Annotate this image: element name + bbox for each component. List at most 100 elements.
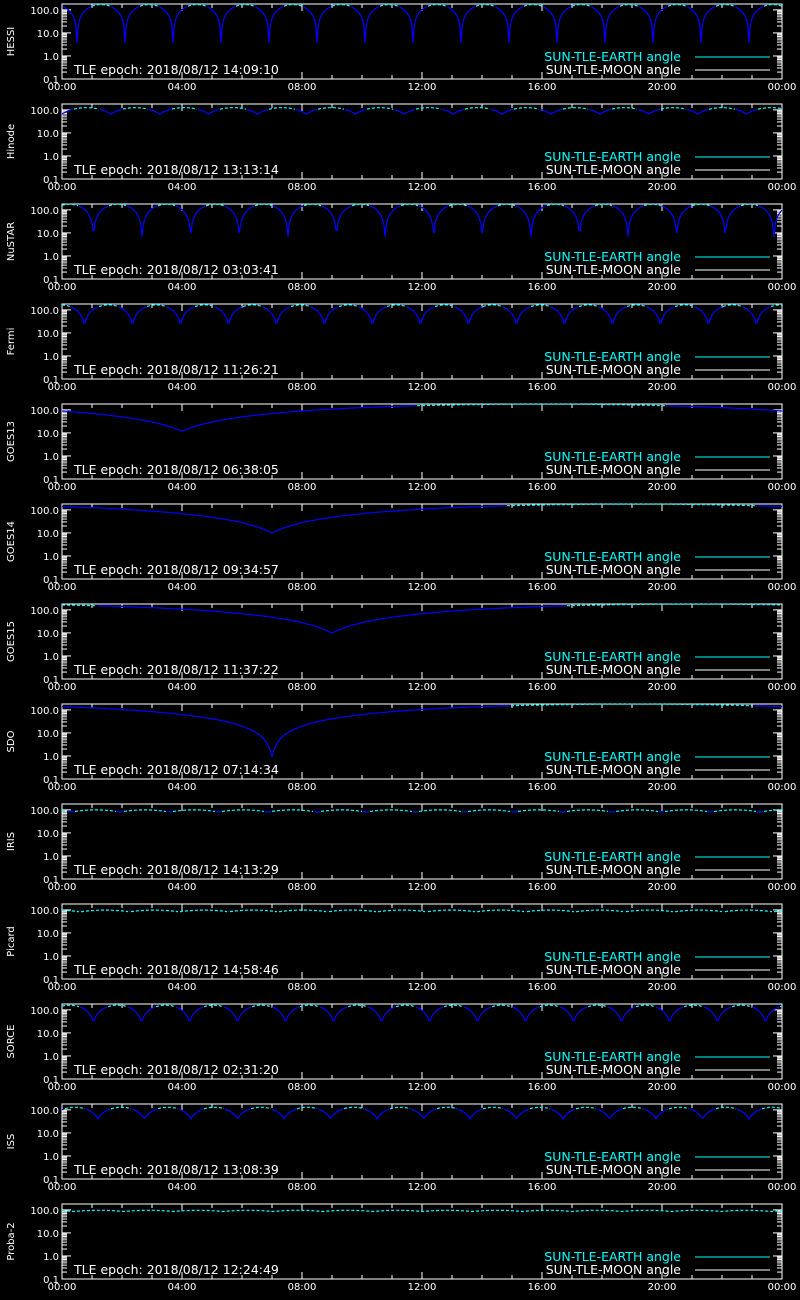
tle-epoch-label: TLE epoch: 2018/08/12 11:26:21	[73, 362, 279, 377]
x-tick-label: 08:00	[288, 1082, 317, 1093]
x-tick-label: 00:00	[48, 1282, 77, 1293]
satellite-label: NuSTAR	[6, 222, 17, 261]
earth-angle-series-high	[64, 1106, 783, 1110]
satellite-label: IRIS	[6, 832, 17, 851]
x-tick-label: 08:00	[288, 1282, 317, 1293]
x-tick-label: 16:00	[528, 982, 557, 993]
y-tick-label: 100.0	[30, 106, 59, 117]
legend-moon-label: SUN-TLE-MOON angle	[546, 162, 682, 177]
earth-angle-series-high	[73, 106, 783, 110]
panel-proba-2: 0.1 1.0 10.0 100.0 00:00 04:00 08:00 12:00 16:00…	[6, 1203, 797, 1293]
x-tick-label: 08:00	[288, 82, 317, 93]
y-tick-label: 1.0	[43, 952, 59, 963]
x-tick-label: 12:00	[408, 482, 437, 493]
x-tick-label: 08:00	[288, 382, 317, 393]
x-tick-label: 04:00	[168, 282, 197, 293]
panel-goes13: 0.1 1.0 10.0 100.0 00:00 04:00 08:00 12:00 16:00…	[6, 403, 797, 493]
legend-earth-label: SUN-TLE-EARTH angle	[544, 649, 681, 664]
x-tick-label: 20:00	[648, 1082, 677, 1093]
legend-earth-label: SUN-TLE-EARTH angle	[544, 249, 681, 264]
x-tick-label: 12:00	[408, 82, 437, 93]
y-tick-label: 0.1	[43, 275, 59, 286]
x-tick-label: 04:00	[168, 882, 197, 893]
y-tick-label: 10.0	[37, 329, 59, 340]
y-tick-label: 1.0	[43, 1152, 59, 1163]
y-tick-label: 10.0	[37, 529, 59, 540]
legend-earth-label: SUN-TLE-EARTH angle	[544, 849, 681, 864]
y-tick-label: 0.1	[43, 775, 59, 786]
legend-earth-label: SUN-TLE-EARTH angle	[544, 1249, 681, 1264]
x-tick-label: 20:00	[648, 882, 677, 893]
y-tick-label: 10.0	[37, 829, 59, 840]
y-tick-label: 0.1	[43, 1075, 59, 1086]
x-tick-label: 08:00	[288, 682, 317, 693]
legend-moon-label: SUN-TLE-MOON angle	[546, 562, 682, 577]
tle-epoch-label: TLE epoch: 2018/08/12 13:08:39	[73, 1162, 279, 1177]
y-tick-label: 10.0	[37, 129, 59, 140]
panel-iris: 0.1 1.0 10.0 100.0 00:00 04:00 08:00 12:00 16:00…	[6, 803, 797, 893]
x-tick-label: 00:00	[48, 482, 77, 493]
panel-hinode: 0.1 1.0 10.0 100.0 00:00 04:00 08:00 12:00 16:00…	[6, 103, 796, 193]
x-tick-label: 16:00	[528, 1282, 557, 1293]
satellite-label: Proba-2	[6, 1222, 17, 1260]
y-tick-label: 1.0	[43, 52, 59, 63]
tle-epoch-label: TLE epoch: 2018/08/12 14:58:46	[73, 962, 279, 977]
x-tick-label: 00:00	[768, 82, 797, 93]
y-tick-label: 0.1	[43, 375, 59, 386]
tle-epoch-label: TLE epoch: 2018/08/12 11:37:22	[73, 662, 279, 677]
satellite-label: GOES15	[6, 621, 17, 662]
earth-angle-series-high	[61, 603, 782, 607]
earth-angle-series-low	[61, 108, 758, 115]
y-tick-label: 100.0	[30, 1006, 59, 1017]
legend-moon-label: SUN-TLE-MOON angle	[546, 862, 682, 877]
earth-angle-series-high	[61, 203, 759, 207]
earth-angle-series-high	[91, 3, 783, 7]
x-tick-label: 00:00	[768, 1282, 797, 1293]
earth-angle-series-high	[61, 1209, 782, 1213]
satellite-label: Fermi	[6, 328, 17, 356]
x-tick-label: 00:00	[768, 482, 797, 493]
x-tick-label: 12:00	[408, 1182, 437, 1193]
x-tick-label: 20:00	[648, 82, 677, 93]
y-tick-label: 0.1	[43, 875, 59, 886]
x-tick-label: 08:00	[288, 482, 317, 493]
x-tick-label: 20:00	[648, 182, 677, 193]
y-tick-label: 1.0	[43, 152, 59, 163]
x-tick-label: 00:00	[48, 182, 77, 193]
x-tick-label: 00:00	[48, 582, 77, 593]
earth-angle-series-low	[62, 505, 782, 534]
legend-moon-label: SUN-TLE-MOON angle	[546, 1062, 682, 1077]
legend-earth-label: SUN-TLE-EARTH angle	[544, 749, 681, 764]
x-tick-label: 04:00	[168, 482, 197, 493]
tle-epoch-label: TLE epoch: 2018/08/12 07:14:34	[73, 762, 279, 777]
x-tick-label: 04:00	[168, 582, 197, 593]
earth-angle-series-low	[62, 6, 764, 44]
x-tick-label: 12:00	[408, 882, 437, 893]
legend-moon-label: SUN-TLE-MOON angle	[546, 762, 682, 777]
x-tick-label: 00:00	[48, 382, 77, 393]
x-tick-label: 00:00	[768, 882, 797, 893]
earth-angle-series-low	[61, 705, 782, 758]
x-tick-label: 08:00	[288, 582, 317, 593]
x-tick-label: 04:00	[168, 982, 197, 993]
panel-picard: 0.1 1.0 10.0 100.0 00:00 04:00 08:00 12:00 16:00…	[6, 903, 796, 993]
satellite-label: ISS	[6, 1134, 17, 1150]
y-tick-label: 10.0	[37, 29, 59, 40]
x-tick-label: 00:00	[768, 682, 797, 693]
earth-angle-series-low	[78, 205, 783, 237]
y-tick-label: 0.1	[43, 1275, 59, 1286]
earth-angle-series-low	[61, 405, 783, 432]
y-tick-label: 100.0	[30, 206, 59, 217]
panel-sdo: 0.1 1.0 10.0 100.0 00:00 04:00 08:00 12:00 16:00…	[6, 703, 796, 793]
earth-angle-series-high	[61, 809, 782, 813]
y-tick-label: 0.1	[43, 975, 59, 986]
legend-moon-label: SUN-TLE-MOON angle	[546, 962, 682, 977]
y-tick-label: 10.0	[37, 729, 59, 740]
x-tick-label: 00:00	[768, 1182, 797, 1193]
x-tick-label: 04:00	[168, 782, 197, 793]
x-tick-label: 00:00	[48, 82, 77, 93]
x-tick-label: 16:00	[528, 782, 557, 793]
x-tick-label: 04:00	[168, 1082, 197, 1093]
legend-earth-label: SUN-TLE-EARTH angle	[544, 1149, 681, 1164]
